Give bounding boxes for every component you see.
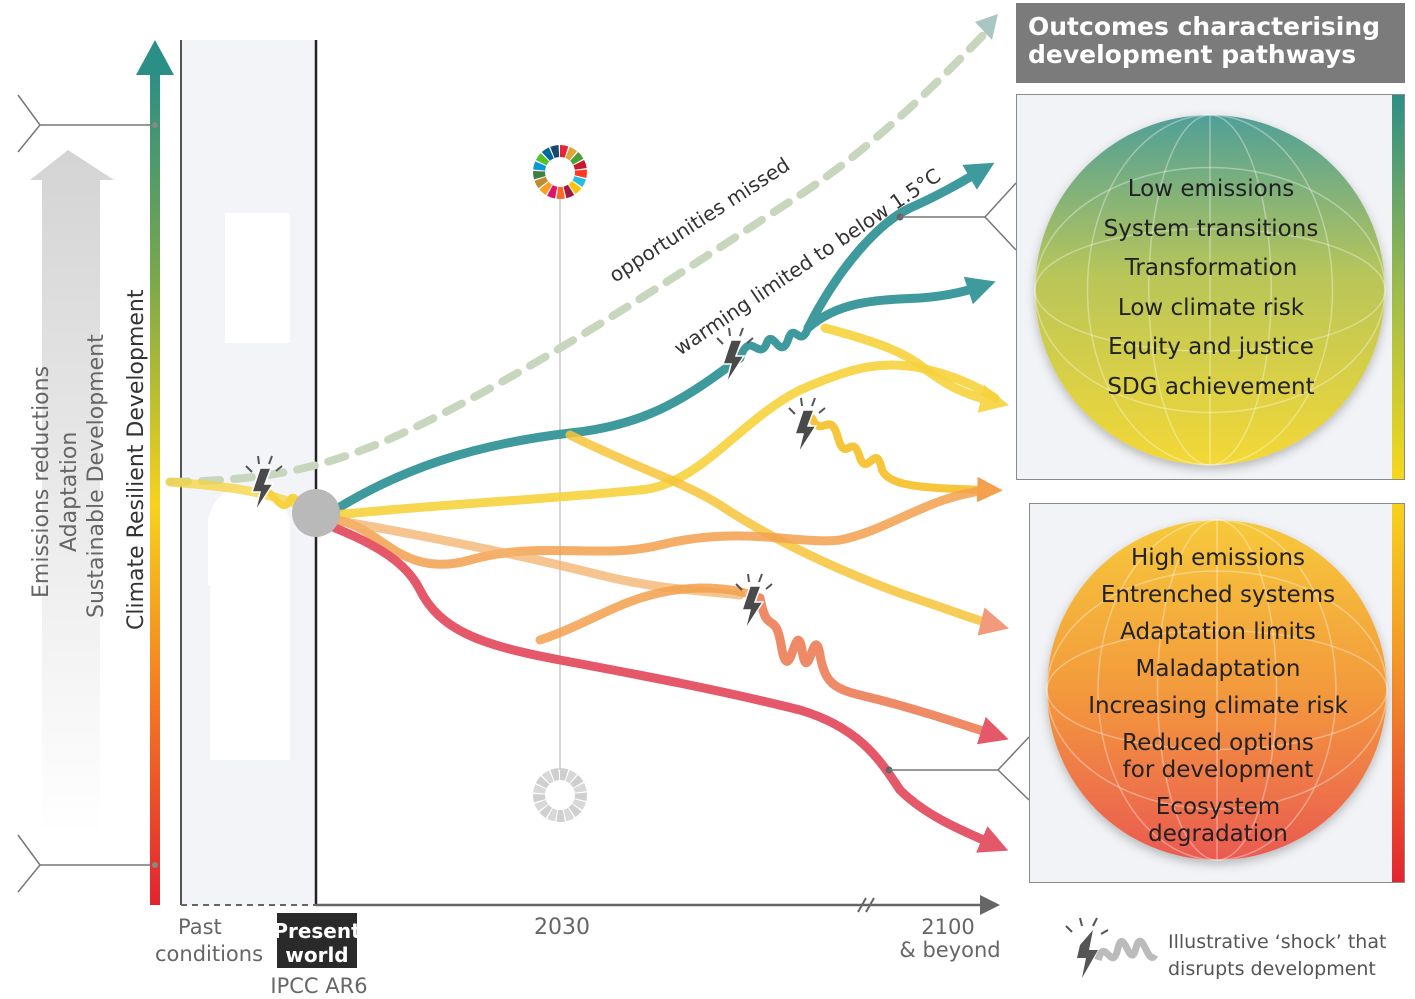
- year-2100-label-2: & beyond: [899, 938, 1000, 962]
- lightning-shock-icon: [245, 455, 283, 513]
- gray-up-arrow-icon: [30, 150, 114, 835]
- sdg-wheel-segment: [550, 768, 560, 782]
- pathway-teal-lower: [803, 276, 996, 333]
- sdg-wheel-segment: [570, 152, 584, 165]
- sdg-wheel-segment: [560, 768, 569, 781]
- sdg-wheel-segment: [570, 775, 584, 788]
- year-2100-label-1: 2100: [921, 915, 974, 939]
- negative-outcome-item: Entrenched systems: [1100, 582, 1336, 608]
- past-yellow-path: [165, 477, 305, 510]
- past-conditions-label-2: conditions: [155, 942, 263, 966]
- outcomes-header: Outcomes characterising development path…: [1016, 3, 1405, 83]
- label-climate-resilient-development: Climate Resilient Development: [124, 289, 149, 630]
- pathway-teal-upper: [803, 162, 995, 333]
- outcomes-header-line-1: Outcomes characterising: [1028, 12, 1381, 41]
- chevron-bottom-icon: [17, 834, 41, 893]
- label-emissions-reductions: Emissions reductions: [29, 366, 54, 598]
- time-axis-arrow-icon: [980, 895, 1000, 915]
- sdg-wheel-gray-icon: [533, 768, 588, 823]
- sdg-wheel-segment: [572, 176, 586, 188]
- development-axis-bar: [150, 72, 160, 905]
- sdg-wheel-segment: [539, 804, 553, 818]
- negative-outcome-item: Ecosystem: [1155, 794, 1281, 820]
- pathway-yellow-middle: [330, 360, 1000, 520]
- label-adaptation: Adaptation: [57, 432, 82, 552]
- sdg-wheel-segment: [572, 799, 586, 811]
- present-world-label-1: Present: [273, 919, 361, 943]
- positive-outcome-item: Low climate risk: [1117, 294, 1305, 321]
- past-conditions-label-1: Past: [178, 915, 222, 939]
- sdg-wheel-segment: [565, 769, 578, 784]
- ipcc-ar6-label: IPCC AR6: [270, 974, 367, 998]
- past-conditions-panel: [181, 40, 316, 905]
- positive-outcomes-list: Low emissions System transitions Transform…: [1056, 170, 1366, 407]
- sdg-wheel-segment: [563, 807, 575, 822]
- positive-outcome-item: Equity and justice: [1108, 334, 1314, 360]
- pathway-red: [330, 523, 1009, 853]
- sdg-wheel-segment: [556, 809, 565, 823]
- opportunities-missed-arrow-icon: [975, 14, 998, 40]
- pathway-salmon-shock-squiggle: [755, 593, 1009, 745]
- sdg-wheel-segment: [550, 145, 560, 159]
- lightning-shock-icon: [716, 327, 754, 385]
- sdg-wheel-segment: [568, 804, 582, 818]
- negative-outcome-item: degradation: [1148, 821, 1288, 847]
- sdg-wheel-segment: [535, 153, 550, 166]
- pathway-orange-wave: [330, 485, 995, 569]
- sdg-wheel-icon: [533, 145, 587, 199]
- lightning-shock-icon: [735, 573, 773, 631]
- sdg-wheel-segment: [541, 770, 554, 784]
- sdg-wheel-segment: [533, 794, 546, 803]
- sdg-wheel-segment: [534, 799, 549, 812]
- pathway-yellow-shock-squiggle: [808, 414, 1003, 503]
- negative-outcomes-list: High emissions Entrenched systems Adaptati…: [1056, 540, 1380, 853]
- negative-outcome-item: Reduced options: [1122, 730, 1314, 756]
- outcomes-header-line-2: development pathways: [1028, 40, 1357, 69]
- sdg-wheel-segment: [547, 808, 558, 822]
- present-world-box: [277, 913, 357, 968]
- positive-outcome-item: Transformation: [1124, 255, 1298, 281]
- sdg-wheel-segment: [534, 176, 549, 189]
- sdg-wheel-segment: [533, 784, 547, 794]
- year-2030-label: 2030: [534, 915, 590, 940]
- negative-outcome-item: Adaptation limits: [1120, 619, 1316, 645]
- label-sustainable-development: Sustainable Development: [84, 334, 109, 618]
- sdg-wheel-segment: [560, 145, 569, 158]
- sdg-wheel-segment: [568, 181, 582, 195]
- sdg-wheel-segment: [573, 159, 587, 170]
- positive-outcome-item: SDG achievement: [1107, 373, 1315, 400]
- sdg-wheel-segment: [556, 186, 565, 199]
- chevron-top-icon: [17, 94, 41, 153]
- shock-legend-line-2: disrupts development: [1168, 958, 1376, 980]
- sdg-wheel-segment: [533, 161, 547, 171]
- axis-up-arrow-icon: [136, 40, 174, 75]
- sdg-wheel-segment: [547, 185, 558, 199]
- sdg-wheel-segment: [565, 146, 578, 161]
- sdg-wheel-segment: [535, 776, 550, 789]
- lightning-shock-icon: [788, 397, 826, 455]
- sdg-wheel-segment: [533, 171, 546, 180]
- shock-legend: Illustrative ‘shock’ that disrupts devel…: [1168, 929, 1408, 983]
- negative-outcome-item: for development: [1122, 757, 1314, 783]
- pathway-teal-squiggle: [736, 324, 812, 362]
- negative-outcome-item: High emissions: [1130, 545, 1306, 571]
- sdg-wheel-segment: [563, 184, 575, 199]
- present-world-label-2: world: [285, 943, 348, 967]
- sdg-wheel-segment: [539, 181, 553, 195]
- opportunities-missed-path: [166, 24, 994, 486]
- sdg-wheel-segment: [573, 782, 587, 793]
- present-world-node: [292, 489, 340, 537]
- positive-outcome-item: System transitions: [1103, 215, 1319, 242]
- pathway-orange-bump: [535, 583, 765, 645]
- negative-outcome-item: Increasing climate risk: [1088, 693, 1348, 719]
- sdg-wheel-segment: [574, 792, 588, 801]
- sdg-wheel-segment: [541, 147, 554, 161]
- positive-outcome-item: Low emissions: [1127, 176, 1295, 202]
- pathway-yellow-crossing: [565, 430, 1009, 636]
- sdg-wheel-segment: [574, 169, 587, 178]
- negative-outcome-item: Maladaptation: [1135, 656, 1301, 682]
- shock-legend-line-1: Illustrative ‘shock’ that: [1168, 931, 1387, 953]
